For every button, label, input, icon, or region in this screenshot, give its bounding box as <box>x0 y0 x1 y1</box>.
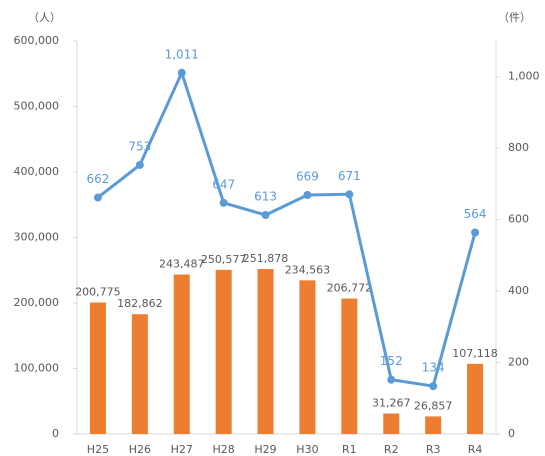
x-tick-label: H29 <box>254 443 276 456</box>
line-marker <box>429 382 438 391</box>
bar-label: 234,563 <box>285 263 331 276</box>
bar <box>89 302 106 434</box>
bar-label: 107,118 <box>452 347 498 360</box>
x-tick-label: H27 <box>171 443 193 456</box>
bar-label: 182,862 <box>117 297 163 310</box>
y2-tick-label: 200 <box>508 356 529 369</box>
bar-label: 243,487 <box>159 258 205 271</box>
y2-tick-label: 800 <box>508 141 529 154</box>
y-tick-label: 500,000 <box>14 100 60 113</box>
x-tick-label: H26 <box>129 443 151 456</box>
y2-tick-label: 600 <box>508 213 529 226</box>
bar-label: 206,772 <box>327 282 373 295</box>
bar-label: 26,857 <box>414 399 453 412</box>
bar <box>257 269 274 434</box>
y2-tick-label: 0 <box>508 427 515 440</box>
x-tick-label: H28 <box>213 443 235 456</box>
line-marker <box>303 190 312 199</box>
x-tick-label: R4 <box>468 443 483 456</box>
y2-tick-label: 400 <box>508 284 529 297</box>
bar <box>173 274 190 434</box>
y2-unit: （件） <box>498 11 531 24</box>
y-tick-label: 0 <box>52 427 59 440</box>
line <box>97 68 477 388</box>
bar <box>467 363 484 434</box>
line-marker <box>387 375 396 384</box>
line-marker <box>219 198 228 207</box>
line-label: 753 <box>128 139 151 153</box>
line-label: 152 <box>380 354 403 368</box>
y-tick-label: 600,000 <box>14 34 60 47</box>
line-marker <box>177 68 186 77</box>
line-label: 564 <box>464 207 487 221</box>
bar-label: 200,775 <box>75 285 121 298</box>
bar <box>425 416 442 434</box>
line-marker <box>261 210 270 219</box>
bar-label: 250,577 <box>201 253 247 266</box>
x-tick-label: R1 <box>342 443 357 456</box>
x-tick-label: R3 <box>426 443 441 456</box>
line-label: 613 <box>254 189 277 203</box>
y-tick-label: 300,000 <box>14 231 60 244</box>
x-tick-label: R2 <box>384 443 399 456</box>
line-label: 669 <box>296 169 319 183</box>
line-label: 1,011 <box>165 47 199 61</box>
x-tick-label: H30 <box>296 443 318 456</box>
bar-label: 31,267 <box>372 397 411 410</box>
line-marker <box>135 160 144 169</box>
y-unit: （人） <box>28 11 61 24</box>
bar <box>299 280 316 434</box>
y-tick-label: 200,000 <box>14 296 60 309</box>
bar <box>131 314 148 434</box>
y-tick-label: 100,000 <box>14 362 60 375</box>
bar <box>383 413 400 434</box>
line-label: 671 <box>338 169 361 183</box>
line-marker <box>93 193 102 202</box>
line-marker <box>345 190 354 199</box>
bar <box>341 298 358 434</box>
y2-tick-label: 1,000 <box>508 70 540 83</box>
x-tick-label: H25 <box>87 443 109 456</box>
line-label: 662 <box>86 172 109 186</box>
bar <box>215 269 232 434</box>
line-label: 134 <box>422 361 445 375</box>
line-marker <box>471 228 480 237</box>
line-label: 647 <box>212 177 235 191</box>
y-tick-label: 400,000 <box>14 165 60 178</box>
bar-label: 251,878 <box>243 252 289 265</box>
